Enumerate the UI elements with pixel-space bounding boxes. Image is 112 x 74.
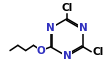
Text: N: N [46,23,55,33]
Text: O: O [37,46,45,56]
Text: Cl: Cl [61,3,72,13]
Text: N: N [78,23,87,33]
Text: N: N [62,51,71,61]
Text: Cl: Cl [91,47,102,57]
